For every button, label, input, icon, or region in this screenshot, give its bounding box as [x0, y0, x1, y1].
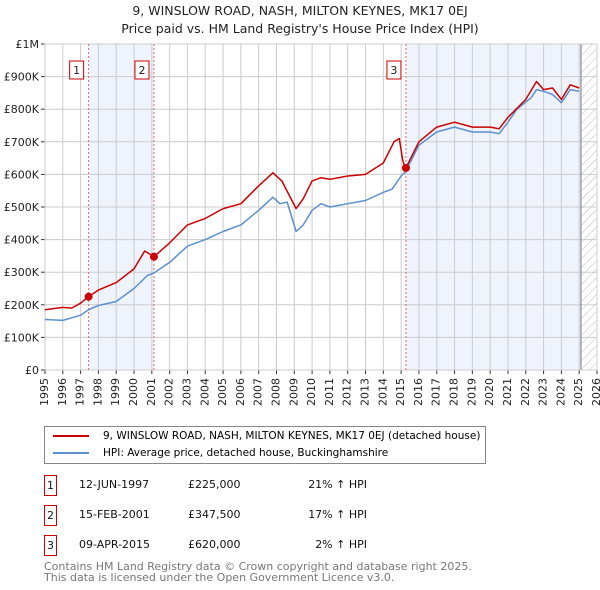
- x-tick-label: 2018: [448, 378, 461, 406]
- x-tick-label: 1997: [74, 378, 87, 406]
- x-tick-label: 2005: [216, 378, 229, 406]
- x-tick-label: 1999: [109, 378, 122, 406]
- y-tick-label: £0: [25, 364, 39, 377]
- x-tick-label: 2011: [323, 378, 336, 406]
- transaction-price: £225,000: [188, 478, 241, 491]
- y-tick-label: £300K: [4, 266, 40, 279]
- sale-point: [84, 292, 93, 301]
- legend-swatch: [53, 435, 89, 437]
- x-tick-label: 1996: [56, 378, 69, 406]
- x-tick-label: 2026: [590, 378, 600, 406]
- x-tick-label: 2003: [180, 378, 193, 406]
- plot-border: [44, 43, 598, 371]
- x-tick-label: 2025: [572, 378, 585, 406]
- x-tick-label: 2020: [483, 378, 496, 406]
- legend-item-hpi: HPI: Average price, detached house, Buck…: [53, 447, 388, 459]
- x-tick-label: 2002: [163, 378, 176, 406]
- legend-label: 9, WINSLOW ROAD, NASH, MILTON KEYNES, MK…: [103, 430, 481, 442]
- property-price-line: [44, 80, 580, 311]
- x-tick-label: 2006: [234, 378, 247, 406]
- legend-swatch: [53, 452, 89, 454]
- price-chart: 1995 1996 1997 1998 1999 2000 2001 2002 2003 2004…: [4, 38, 600, 406]
- transaction-hpi: 21% ↑ HPI: [308, 478, 367, 491]
- transaction-row: 3 09-APR-2015 £620,000 2% ↑ HPI: [44, 535, 444, 557]
- sale-label: 2: [138, 64, 145, 77]
- transaction-price: £620,000: [188, 538, 241, 551]
- sale-label: 3: [390, 64, 397, 77]
- legend-label: HPI: Average price, detached house, Buck…: [103, 447, 389, 459]
- y-tick-label: £600K: [4, 168, 40, 181]
- sale-label-box: [134, 60, 150, 80]
- x-tick-label: 2010: [305, 378, 318, 406]
- transaction-row: 1 12-JUN-1997 £225,000 21% ↑ HPI: [44, 475, 444, 497]
- footer-licence: This data is licensed under the Open Gov…: [44, 571, 395, 584]
- y-tick-label: £500K: [4, 201, 40, 214]
- transaction-row: 2 15-FEB-2001 £347,500 17% ↑ HPI: [44, 505, 444, 527]
- y-tick-label: £700K: [4, 136, 40, 149]
- x-tick-label: 2019: [465, 378, 478, 406]
- x-tick-label: 2004: [198, 378, 211, 406]
- x-tick-label: 2023: [537, 378, 550, 406]
- x-tick-label: 2012: [341, 378, 354, 406]
- y-tick-label: £400K: [4, 234, 40, 247]
- transaction-hpi: 2% ↑ HPI: [315, 538, 367, 551]
- legend: 9, WINSLOW ROAD, NASH, MILTON KEYNES, MK…: [44, 426, 486, 464]
- x-tick-label: 2001: [145, 378, 158, 406]
- footer-copyright: Contains HM Land Registry data © Crown c…: [44, 560, 472, 573]
- sale-point: [149, 252, 158, 261]
- x-tick-label: 2024: [554, 378, 567, 406]
- y-tick-label: £900K: [4, 71, 40, 84]
- x-tick-label: 2007: [252, 378, 265, 406]
- sale-label-box: [69, 60, 85, 80]
- x-tick-label: 2014: [376, 378, 389, 406]
- sale-label-box: [386, 60, 402, 80]
- y-tick-label: £800K: [4, 103, 40, 116]
- transaction-date: 09-APR-2015: [79, 538, 151, 551]
- y-tick-label: £200K: [4, 299, 40, 312]
- hpi-line: [44, 88, 580, 322]
- transaction-marker: 3: [44, 535, 57, 556]
- transaction-date: 12-JUN-1997: [79, 478, 150, 491]
- legend-item-property: 9, WINSLOW ROAD, NASH, MILTON KEYNES, MK…: [53, 430, 480, 442]
- y-tick-label: £100K: [4, 331, 40, 344]
- x-tick-label: 2022: [519, 378, 532, 406]
- y-tick-label: £1M: [16, 38, 40, 51]
- x-tick-label: 2021: [501, 378, 514, 406]
- chart-title: 9, WINSLOW ROAD, NASH, MILTON KEYNES, MK…: [132, 3, 468, 18]
- transaction-hpi: 17% ↑ HPI: [308, 508, 367, 521]
- x-tick-label: 1995: [38, 378, 51, 406]
- transaction-date: 15-FEB-2001: [79, 508, 150, 521]
- sale-label: 1: [73, 64, 80, 77]
- sale-point: [401, 163, 410, 172]
- x-tick-label: 2013: [359, 378, 372, 406]
- transaction-marker: 1: [44, 475, 57, 496]
- transaction-price: £347,500: [188, 508, 241, 521]
- transaction-marker: 2: [44, 505, 57, 526]
- x-tick-label: 2017: [430, 378, 443, 406]
- chart-subtitle: Price paid vs. HM Land Registry's House …: [121, 21, 479, 36]
- x-tick-label: 2008: [269, 378, 282, 406]
- x-tick-label: 2000: [127, 378, 140, 406]
- x-tick-label: 2009: [287, 378, 300, 406]
- x-tick-label: 2015: [394, 378, 407, 406]
- x-tick-label: 1998: [91, 378, 104, 406]
- x-tick-label: 2016: [412, 378, 425, 406]
